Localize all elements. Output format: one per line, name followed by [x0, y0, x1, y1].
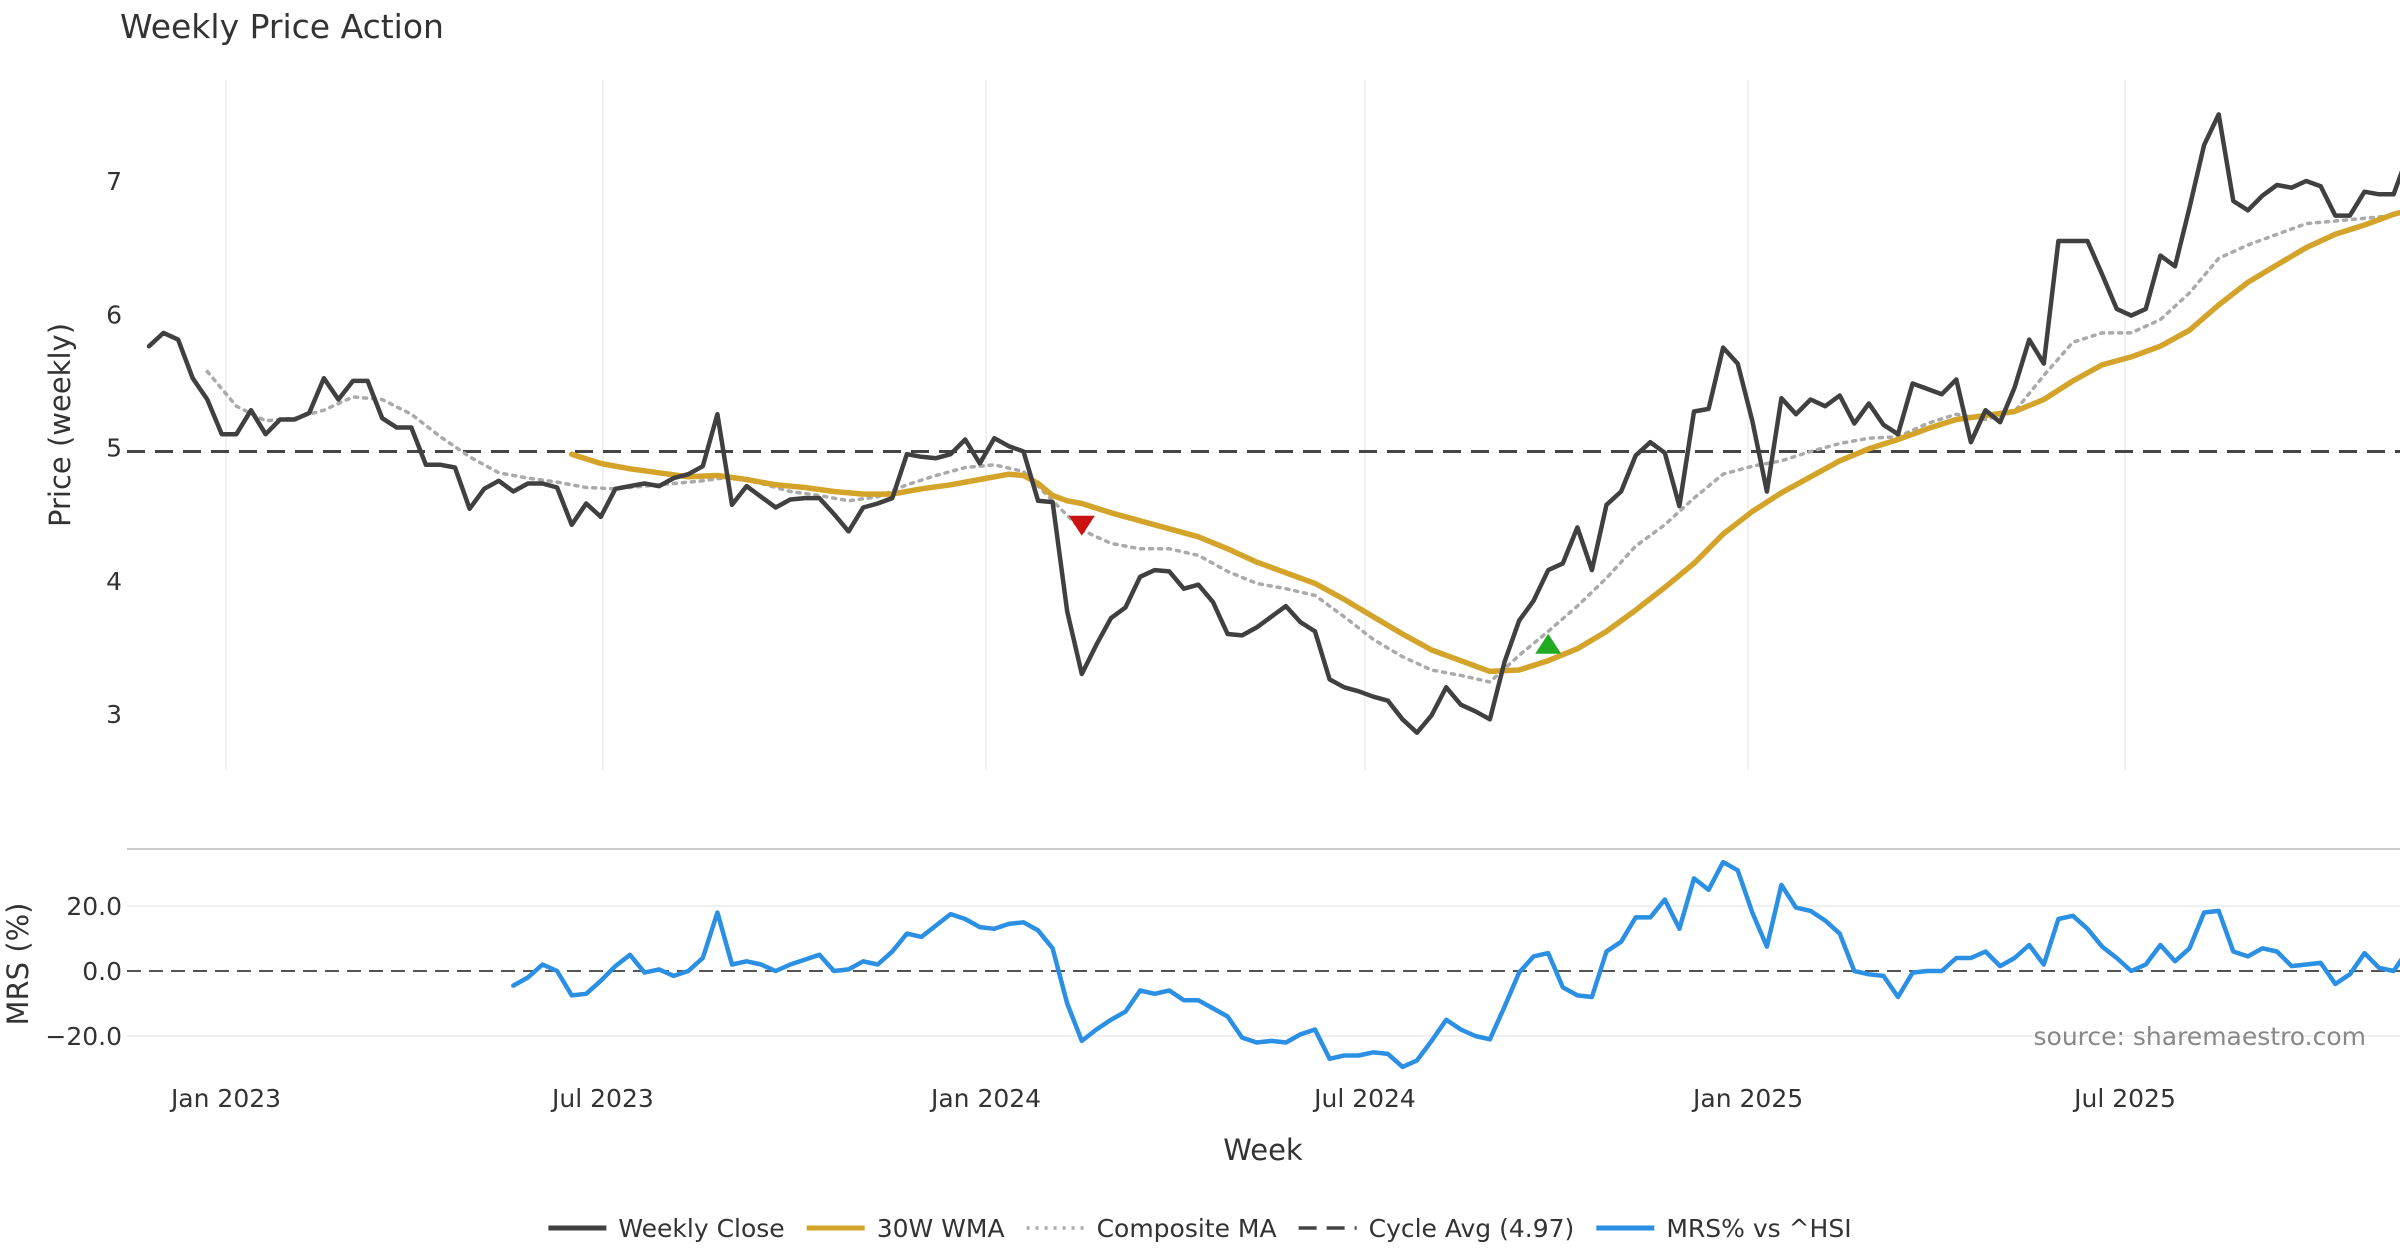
price-y-tick-label: 7: [106, 167, 122, 196]
signal-markers: [1068, 515, 1562, 654]
x-tick-label: Jul 2025: [2072, 1084, 2176, 1113]
legend: Weekly Close 30W WMA Composite MA Cycle Avg…: [548, 1214, 1852, 1243]
mrs-y-tick-label: −20.0: [45, 1022, 122, 1051]
price-lines: [127, 112, 2400, 735]
mrs-y-axis-label: MRS (%): [1, 903, 35, 1026]
weekly-close-line: [146, 112, 2400, 735]
x-tick-label: Jan 2025: [1691, 1084, 1803, 1113]
mrs-y-tick-label: 0.0: [82, 957, 122, 986]
legend-label: Cycle Avg (4.97): [1369, 1214, 1575, 1243]
x-axis-label: Week: [1223, 1133, 1303, 1167]
sell-signal-marker: [1068, 515, 1095, 536]
legend-label: 30W WMA: [877, 1214, 1005, 1243]
x-tick-label: Jul 2023: [550, 1084, 654, 1113]
price-y-tick-label: 4: [106, 567, 122, 596]
mrs-y-ticks: −20.0 0.0 20.0: [45, 892, 122, 1051]
x-tick-label: Jan 2024: [929, 1084, 1041, 1113]
legend-label: Composite MA: [1097, 1214, 1277, 1243]
legend-label: MRS% vs ^HSI: [1666, 1214, 1851, 1243]
mrs-line: [511, 859, 2400, 1070]
x-ticks: Jan 2023 Jul 2023 Jan 2024 Jul 2024 Jan 2025…: [169, 1084, 2176, 1113]
mrs-gridlines: [127, 905, 2400, 1037]
legend-label: Weekly Close: [618, 1214, 784, 1243]
x-tick-label: Jul 2024: [1312, 1084, 1416, 1113]
30w-wma-line: [568, 209, 2400, 675]
price-y-axis-label: Price (weekly): [43, 323, 77, 527]
source-annotation: source: sharemaestro.com: [2034, 1022, 2367, 1051]
price-y-tick-label: 6: [106, 300, 122, 329]
price-gridlines: [225, 80, 2126, 770]
price-y-ticks: 3 4 5 6 7: [106, 167, 122, 729]
buy-signal-marker: [1535, 633, 1562, 654]
mrs-y-tick-label: 20.0: [66, 892, 122, 921]
x-tick-label: Jan 2023: [169, 1084, 281, 1113]
mrs-lines: [511, 859, 2400, 1070]
price-y-tick-label: 3: [106, 700, 122, 729]
price-y-tick-label: 5: [106, 434, 122, 463]
chart-title: Weekly Price Action: [120, 7, 444, 46]
composite-ma-line: [205, 211, 2400, 684]
